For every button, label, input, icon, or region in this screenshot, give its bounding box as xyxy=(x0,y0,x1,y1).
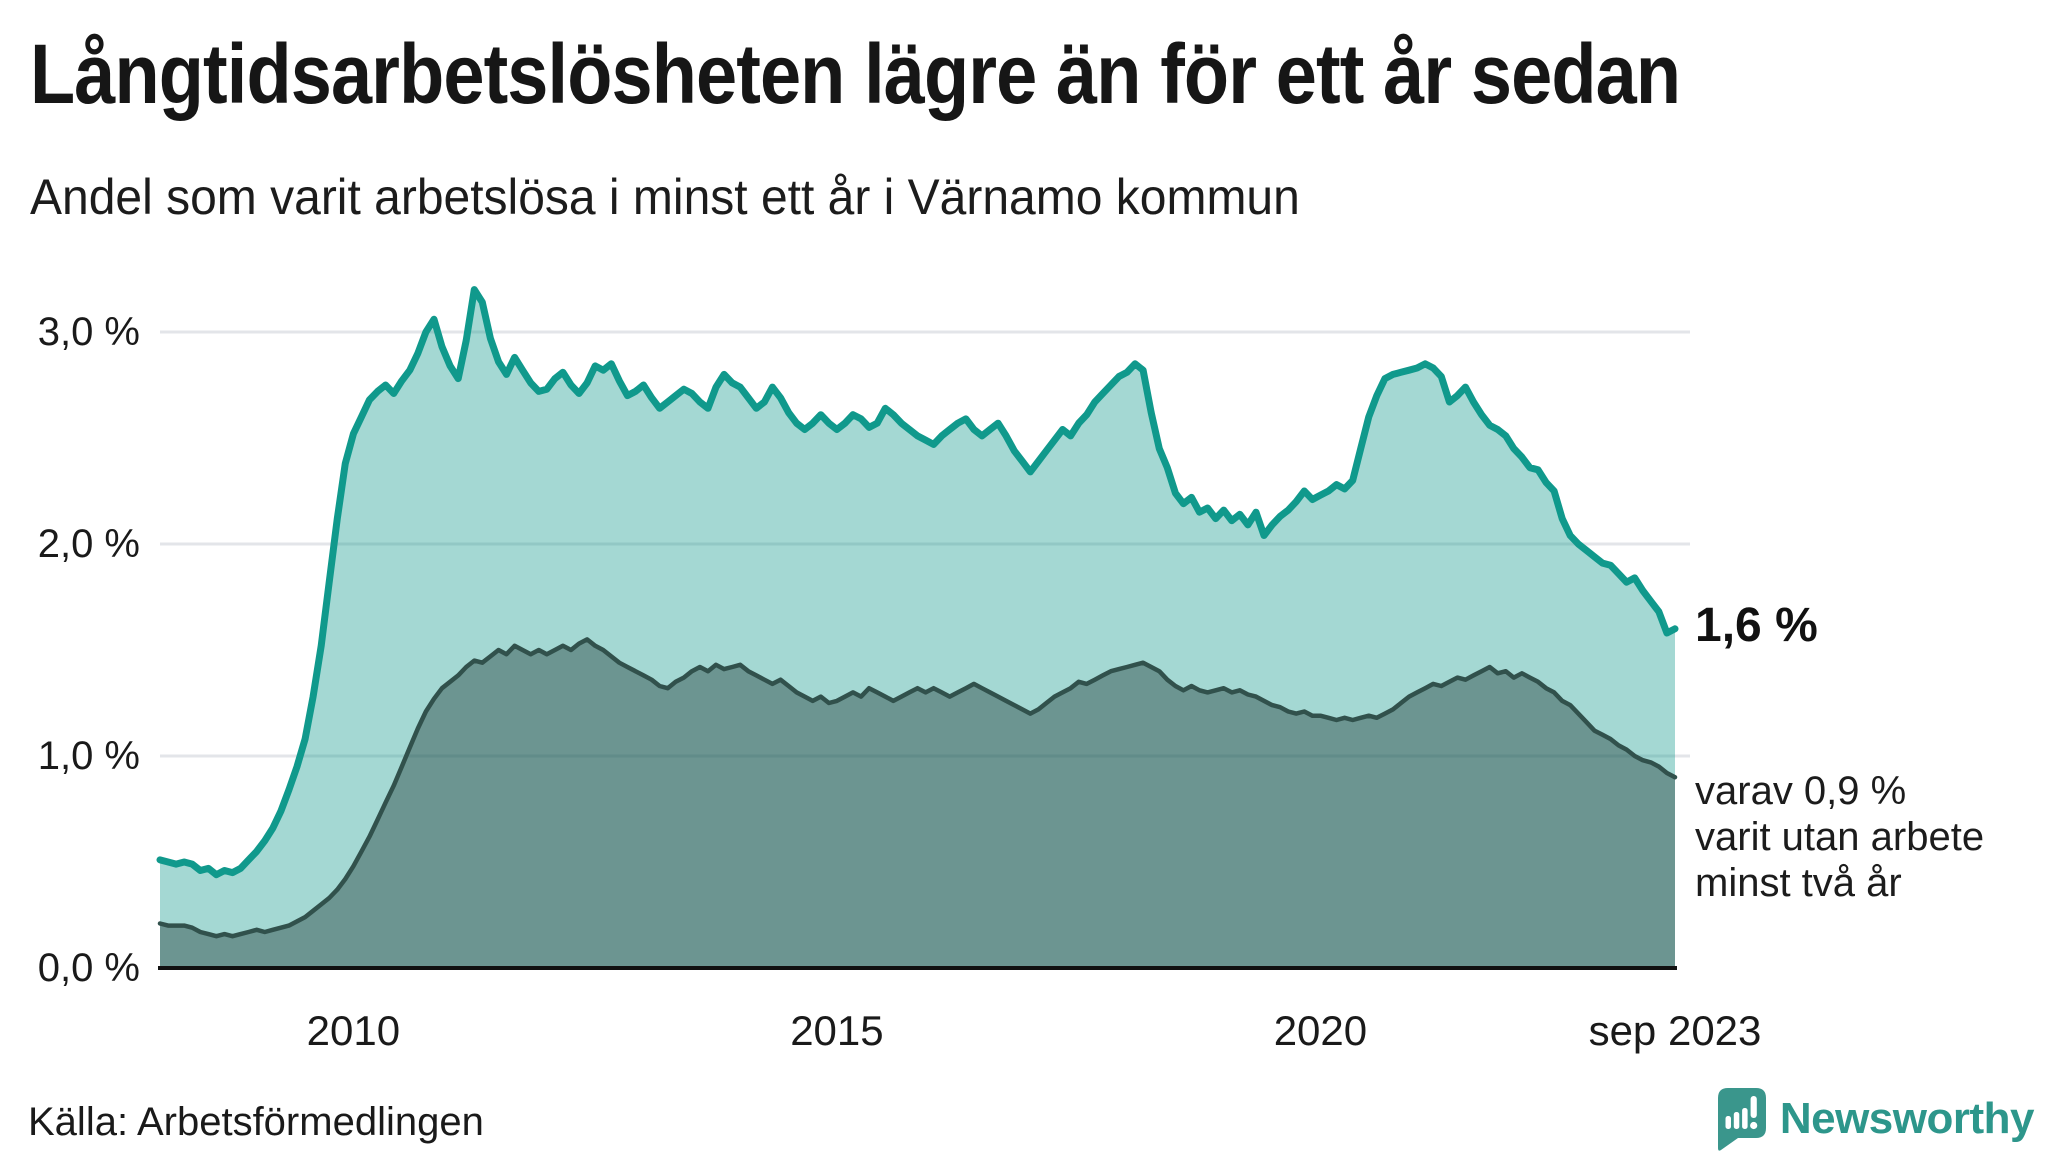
total-line xyxy=(156,286,1679,879)
two-year-annotation: varav 0,9 % varit utan arbete minst två … xyxy=(1695,768,1984,906)
source-attribution: Källa: Arbetsförmedlingen xyxy=(28,1100,484,1144)
x-tick-label-2010: 2010 xyxy=(306,1007,401,1054)
page-subtitle: Andel som varit arbetslösa i minst ett å… xyxy=(30,169,1300,225)
x-tick-label-sep-2023: sep 2023 xyxy=(1588,1007,1762,1054)
newsworthy-logo-text: Newsworthy xyxy=(1779,1094,2035,1143)
x-tick-label-2020: 2020 xyxy=(1273,1007,1368,1054)
two-year-line xyxy=(157,637,1678,939)
annotation-line-2: varit utan arbete xyxy=(1695,815,1985,859)
total-area-fill xyxy=(160,289,1675,969)
page-title: Långtidsarbetslösheten lägre än för ett … xyxy=(30,27,1681,121)
y-tick-label-1,0%: 1,0 % xyxy=(37,734,140,778)
annotation-line-3: minst två år xyxy=(1695,861,1902,905)
y-tick-label-2,0%: 2,0 % xyxy=(37,522,140,566)
newsworthy-logo: Newsworthy xyxy=(1712,1086,2035,1152)
annotation-line-1: varav 0,9 % xyxy=(1695,769,1907,813)
latest-value-label: 1,6 % xyxy=(1695,599,1818,652)
y-tick-label-3,0%: 3,0 % xyxy=(37,310,140,354)
x-tick-label-2015: 2015 xyxy=(790,1007,884,1054)
newsworthy-speech-bubble-icon xyxy=(1717,1088,1766,1151)
y-tick-label-0,0%: 0,0 % xyxy=(37,946,140,990)
two-year-area-fill xyxy=(160,639,1675,968)
